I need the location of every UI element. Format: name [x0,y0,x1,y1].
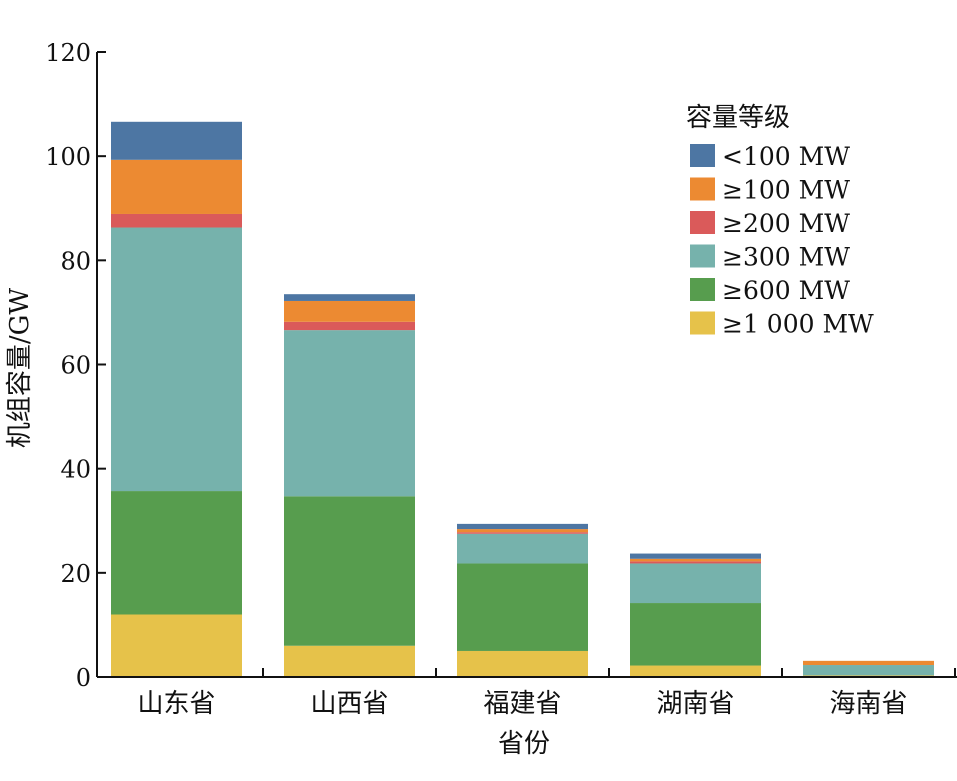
bar-segment [284,645,415,677]
x-category-label: 海南省 [829,689,907,719]
x-category-label: 湖南省 [656,689,734,719]
bar-segment [111,227,242,492]
bar-segment [457,563,588,651]
y-tick-label: 80 [60,247,91,275]
bar-segment [457,650,588,677]
bar-segment [630,603,761,666]
y-tick-label: 20 [60,560,91,588]
legend-label: ≥600 MW [722,276,850,305]
legend-label: <100 MW [722,142,850,171]
bar-segment [111,614,242,677]
legend-swatch [690,244,715,268]
bar-segment [284,294,415,301]
bar-segment [630,665,761,677]
bar-segment [803,660,934,666]
y-tick-label: 120 [45,39,91,67]
bar-segment [111,491,242,615]
bar-segment [457,532,588,534]
y-ticks-group: 0 20 40 60 80 100 120 [45,39,106,692]
legend-swatch [690,177,715,201]
bar-segment [457,529,588,533]
legend-label: ≥300 MW [722,243,850,272]
legend-swatch [690,211,715,234]
y-tick-label: 0 [76,664,91,692]
bar-segment [111,159,242,214]
bar-segment [803,665,934,676]
bar-segment [111,213,242,228]
bar-segment [630,553,761,559]
bar-segment [630,558,761,562]
bars-group [111,121,934,677]
legend-swatch [690,278,715,301]
x-ticks-group: 山东省 山西省 福建省 湖南省 海南省 [137,668,956,719]
legend: 容量等级 <100 MW ≥100 MW ≥200 MW ≥300 MW ≥600 MW… [686,103,874,339]
legend-swatch [690,311,715,335]
legend-label: ≥100 MW [722,176,850,205]
bar-segment [630,563,761,604]
y-tick-label: 40 [60,456,91,484]
legend-title: 容量等级 [686,103,790,133]
bar-segment [111,121,242,160]
x-category-label: 山东省 [137,689,215,719]
bar-segment [284,321,415,331]
legend-label: ≥1 000 MW [722,310,874,339]
y-tick-label: 100 [45,143,91,171]
x-category-label: 福建省 [483,689,561,719]
legend-swatch [690,144,715,167]
legend-label: ≥200 MW [722,209,850,238]
bar-segment [457,523,588,530]
bar-segment [284,300,415,322]
bar-segment [284,330,415,497]
bar-segment [457,533,588,564]
x-axis-title: 省份 [498,729,550,759]
x-category-label: 山西省 [310,689,388,719]
bar-segment [630,561,761,564]
y-axis-title: 机组容量/GW [5,288,35,449]
y-tick-label: 60 [60,352,91,380]
bar-segment [284,496,415,646]
